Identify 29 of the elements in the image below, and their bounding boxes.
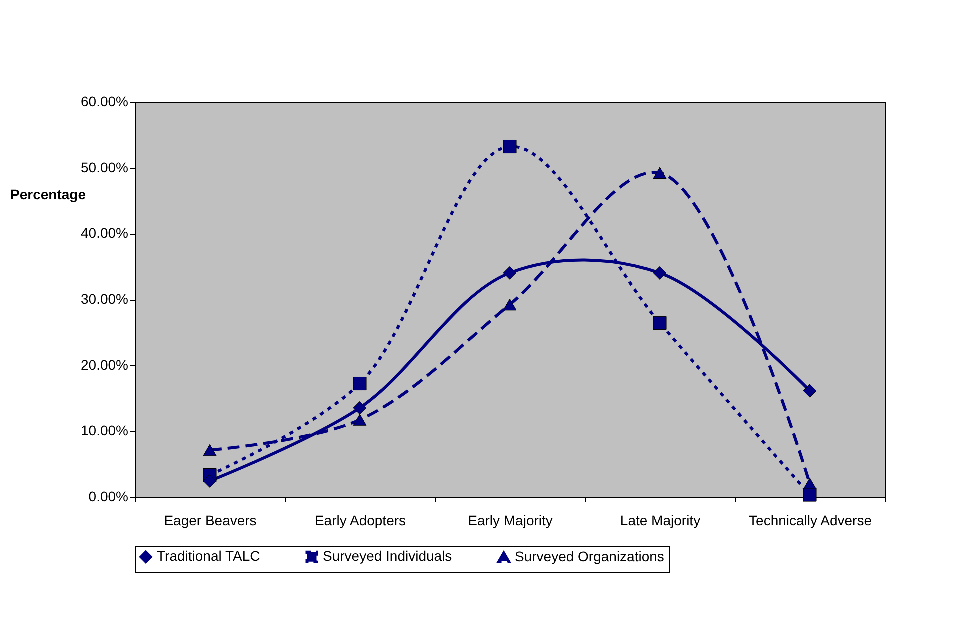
y-tick-label: 60.00% <box>81 94 128 110</box>
point <box>803 488 817 502</box>
point <box>803 384 817 398</box>
point <box>203 444 217 456</box>
y-tick-label: 10.00% <box>81 422 128 439</box>
point <box>353 401 367 415</box>
point <box>503 298 517 311</box>
y-tick-label: 0.00% <box>88 488 128 504</box>
point <box>503 266 517 280</box>
legend-label: Surveyed Organizations <box>515 548 664 564</box>
y-axis-title: Percentage <box>10 186 86 202</box>
x-tick-label: Technically Adverse <box>749 512 872 528</box>
point <box>653 316 667 330</box>
y-tick-label: 30.00% <box>81 291 128 307</box>
x-tick-label: Early Adopters <box>314 512 406 528</box>
point <box>203 474 217 488</box>
point <box>353 414 367 426</box>
point <box>503 140 517 154</box>
x-tick-label: Eager Beavers <box>164 512 257 528</box>
x-tick-label: Early Majority <box>468 512 553 528</box>
x-tick-label: Late Majority <box>620 512 701 528</box>
legend-label: Surveyed Individuals <box>323 548 452 564</box>
point <box>653 167 667 179</box>
point <box>653 266 667 280</box>
y-tick-label: 50.00% <box>81 159 128 176</box>
point <box>353 377 367 391</box>
legend-label: Traditional TALC <box>157 548 260 564</box>
y-tick-label: 40.00% <box>81 225 128 242</box>
y-tick-label: 20.00% <box>81 356 128 373</box>
